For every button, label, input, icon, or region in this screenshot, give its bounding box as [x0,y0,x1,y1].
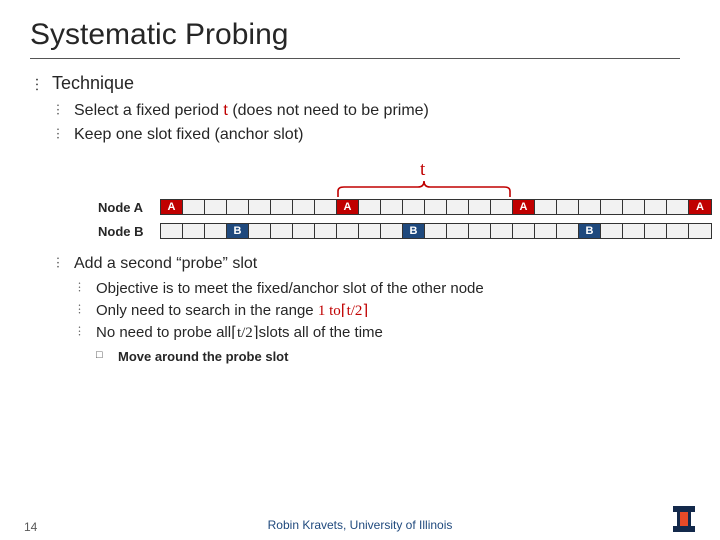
timeline-diagram: tNode AAAAANode BBBB [98,165,690,239]
bullet-range: Only need to search in the range 1 to⌈t/… [74,301,690,321]
bullet-noprobe: No need to probe all⌈t/2⌉slots all of th… [74,323,690,365]
illinois-logo-icon [672,504,696,534]
title-divider [30,58,680,59]
page-number: 14 [24,520,37,534]
bullet-keep: Keep one slot fixed (anchor slot) [52,124,690,146]
bullet-select: Select a fixed period t (does not need t… [52,100,690,122]
slide-title: Systematic Probing [30,18,690,52]
footer: 14 Robin Kravets, University of Illinois [0,508,720,540]
bullet-move: Move around the probe slot [96,348,690,366]
node-label: Node A [98,200,160,215]
bullet-add-probe: Add a second “probe” slot Objective is t… [52,253,690,365]
footer-credit: Robin Kravets, University of Illinois [268,518,453,532]
bullet-objective: Objective is to meet the fixed/anchor sl… [74,279,690,299]
bullet-technique: Technique Select a fixed period t (does … [30,73,690,365]
node-label: Node B [98,224,160,239]
